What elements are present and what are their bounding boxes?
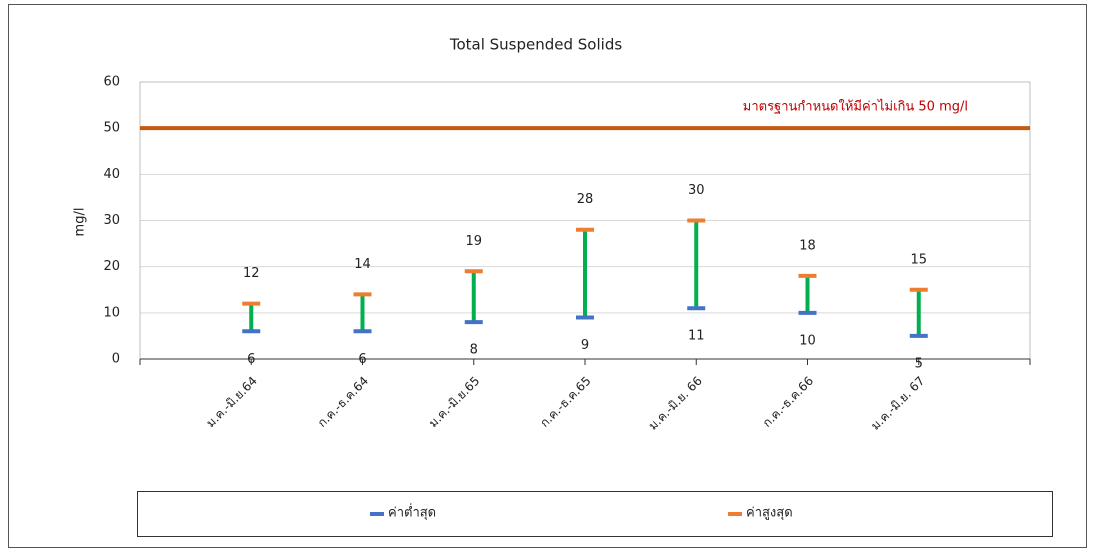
max-label: 18 — [799, 238, 816, 253]
min-label: 5 — [915, 356, 923, 371]
min-label: 10 — [799, 333, 816, 348]
chart-frame — [9, 5, 1087, 548]
min-label: 6 — [247, 352, 255, 367]
y-tick-label: 0 — [112, 352, 120, 367]
y-tick-label: 20 — [103, 259, 120, 274]
max-label: 19 — [465, 234, 482, 249]
max-label: 12 — [243, 266, 260, 281]
y-tick-label: 50 — [103, 121, 120, 136]
min-label: 9 — [581, 338, 589, 353]
y-tick-label: 30 — [103, 213, 120, 228]
y-tick-label: 10 — [103, 305, 120, 320]
min-label: 8 — [470, 343, 478, 358]
max-label: 14 — [354, 257, 371, 272]
chart: Total Suspended Solids mg/l 0 10 20 30 40 50 6… — [0, 0, 1095, 552]
max-label: 30 — [688, 183, 705, 198]
chart-title: Total Suspended Solids — [449, 36, 622, 54]
y-axis-label: mg/l — [73, 208, 88, 237]
threshold-label: มาตรฐานกำหนดให้มีค่าไม่เกิน 50 mg/l — [743, 99, 968, 115]
min-label: 11 — [688, 329, 705, 344]
min-label: 6 — [358, 352, 366, 367]
max-label: 15 — [910, 252, 927, 267]
y-tick-label: 40 — [103, 167, 120, 182]
legend-label: ค่าต่ำสุด — [388, 504, 436, 521]
max-label: 28 — [577, 192, 594, 207]
y-tick-label: 60 — [103, 75, 120, 90]
legend-label: ค่าสูงสุด — [746, 506, 793, 521]
